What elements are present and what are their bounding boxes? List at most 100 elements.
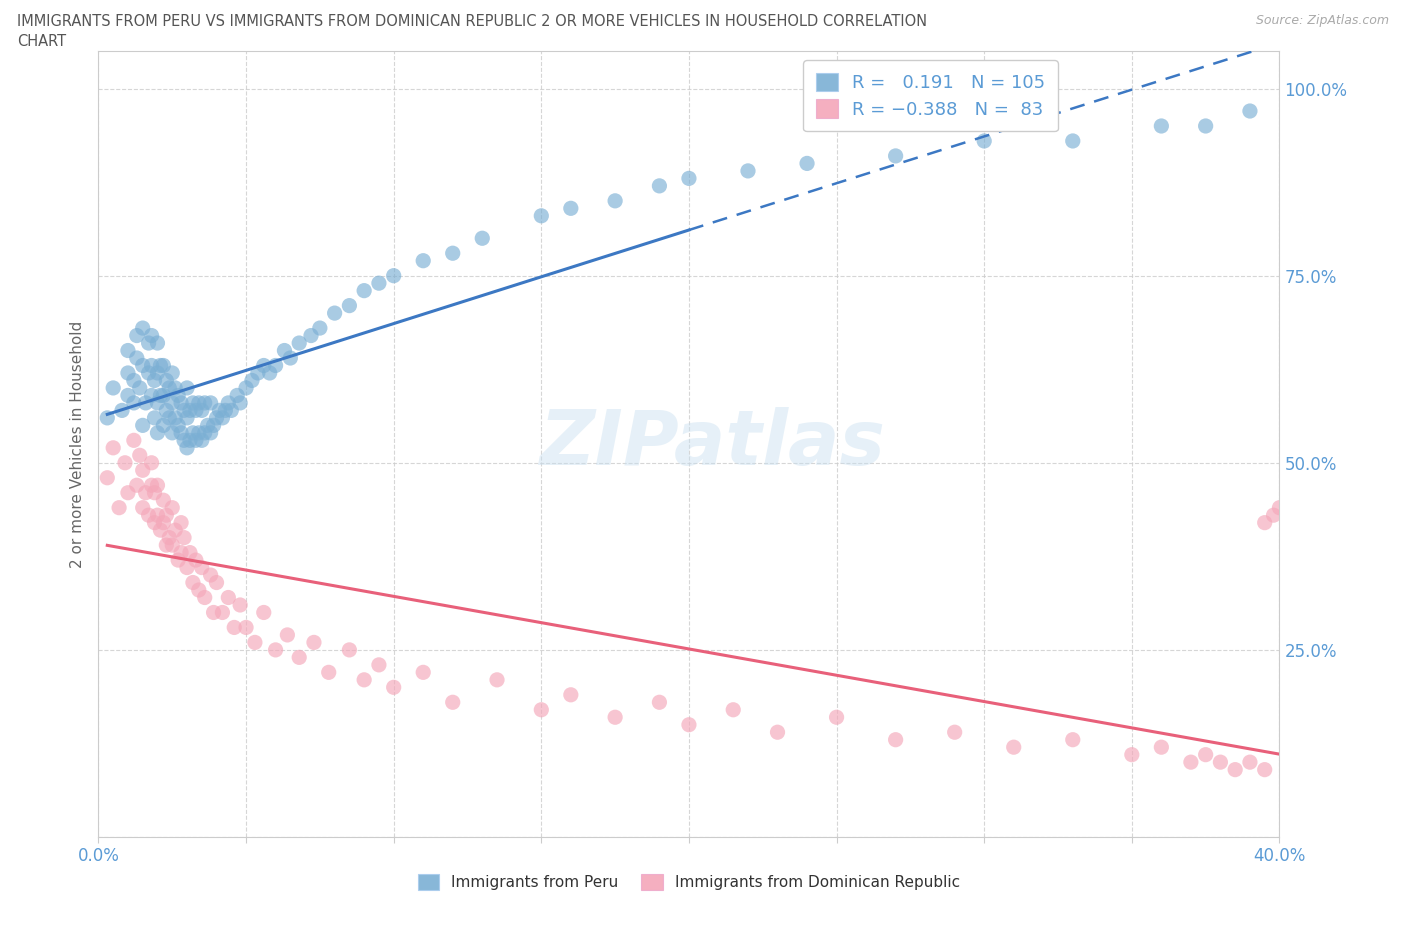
Point bbox=[141, 328, 163, 343]
Point bbox=[560, 687, 582, 702]
Point bbox=[318, 665, 340, 680]
Point bbox=[111, 403, 134, 418]
Point bbox=[441, 695, 464, 710]
Point bbox=[382, 680, 405, 695]
Point bbox=[117, 365, 139, 380]
Point bbox=[122, 432, 145, 447]
Text: CHART: CHART bbox=[17, 34, 66, 49]
Point bbox=[176, 441, 198, 456]
Point bbox=[200, 395, 222, 410]
Point bbox=[184, 403, 207, 418]
Point bbox=[194, 395, 217, 410]
Point bbox=[1002, 739, 1025, 754]
Point bbox=[165, 410, 187, 425]
Point bbox=[235, 620, 257, 635]
Point bbox=[96, 410, 118, 425]
Point bbox=[1209, 755, 1232, 770]
Point bbox=[1150, 118, 1173, 133]
Point bbox=[152, 358, 174, 373]
Point bbox=[737, 164, 759, 179]
Point bbox=[162, 538, 183, 552]
Point bbox=[170, 545, 193, 560]
Point bbox=[138, 365, 160, 380]
Point bbox=[302, 635, 325, 650]
Point bbox=[152, 515, 174, 530]
Point bbox=[194, 590, 217, 604]
Point bbox=[187, 582, 209, 597]
Point bbox=[471, 231, 494, 246]
Text: IMMIGRANTS FROM PERU VS IMMIGRANTS FROM DOMINICAN REPUBLIC 2 OR MORE VEHICLES IN: IMMIGRANTS FROM PERU VS IMMIGRANTS FROM … bbox=[17, 14, 927, 29]
Point bbox=[486, 672, 509, 687]
Point bbox=[200, 567, 222, 582]
Point bbox=[132, 321, 155, 336]
Point bbox=[143, 485, 166, 500]
Point bbox=[132, 500, 155, 515]
Point bbox=[135, 485, 157, 500]
Point bbox=[146, 508, 169, 523]
Point bbox=[253, 605, 276, 620]
Point bbox=[1239, 755, 1261, 770]
Point bbox=[288, 650, 311, 665]
Point bbox=[135, 395, 157, 410]
Point bbox=[1268, 500, 1291, 515]
Point bbox=[173, 403, 195, 418]
Point bbox=[165, 380, 187, 395]
Point bbox=[157, 530, 180, 545]
Point bbox=[299, 328, 322, 343]
Point bbox=[253, 358, 276, 373]
Point bbox=[141, 388, 163, 403]
Point bbox=[157, 380, 180, 395]
Point bbox=[264, 358, 287, 373]
Point bbox=[884, 732, 907, 747]
Point bbox=[155, 403, 177, 418]
Point bbox=[157, 410, 180, 425]
Point bbox=[122, 373, 145, 388]
Point bbox=[138, 508, 160, 523]
Point bbox=[202, 605, 225, 620]
Point bbox=[179, 432, 201, 447]
Point bbox=[184, 552, 207, 567]
Point bbox=[191, 403, 214, 418]
Point bbox=[273, 343, 295, 358]
Point bbox=[167, 388, 190, 403]
Point bbox=[125, 328, 148, 343]
Point bbox=[152, 493, 174, 508]
Legend: Immigrants from Peru, Immigrants from Dominican Republic: Immigrants from Peru, Immigrants from Do… bbox=[412, 868, 966, 897]
Point bbox=[339, 643, 361, 658]
Point bbox=[368, 658, 391, 672]
Point bbox=[181, 395, 204, 410]
Point bbox=[530, 208, 553, 223]
Point bbox=[108, 500, 131, 515]
Point bbox=[1239, 103, 1261, 118]
Point bbox=[339, 299, 361, 313]
Point bbox=[143, 515, 166, 530]
Point bbox=[825, 710, 848, 724]
Point bbox=[243, 635, 266, 650]
Point bbox=[723, 702, 745, 717]
Point bbox=[184, 432, 207, 447]
Point bbox=[560, 201, 582, 216]
Point bbox=[128, 448, 150, 463]
Point bbox=[211, 410, 233, 425]
Point bbox=[155, 373, 177, 388]
Point bbox=[152, 388, 174, 403]
Point bbox=[309, 321, 332, 336]
Point bbox=[167, 552, 190, 567]
Point bbox=[146, 478, 169, 493]
Point bbox=[117, 388, 139, 403]
Point bbox=[221, 403, 243, 418]
Point bbox=[191, 432, 214, 447]
Point bbox=[149, 388, 172, 403]
Point bbox=[155, 538, 177, 552]
Point bbox=[224, 620, 246, 635]
Point bbox=[678, 171, 700, 186]
Point bbox=[1180, 755, 1202, 770]
Point bbox=[259, 365, 281, 380]
Point bbox=[276, 628, 298, 643]
Point bbox=[217, 395, 239, 410]
Point bbox=[103, 441, 125, 456]
Point bbox=[796, 156, 818, 171]
Point bbox=[179, 403, 201, 418]
Point bbox=[125, 351, 148, 365]
Point bbox=[208, 403, 231, 418]
